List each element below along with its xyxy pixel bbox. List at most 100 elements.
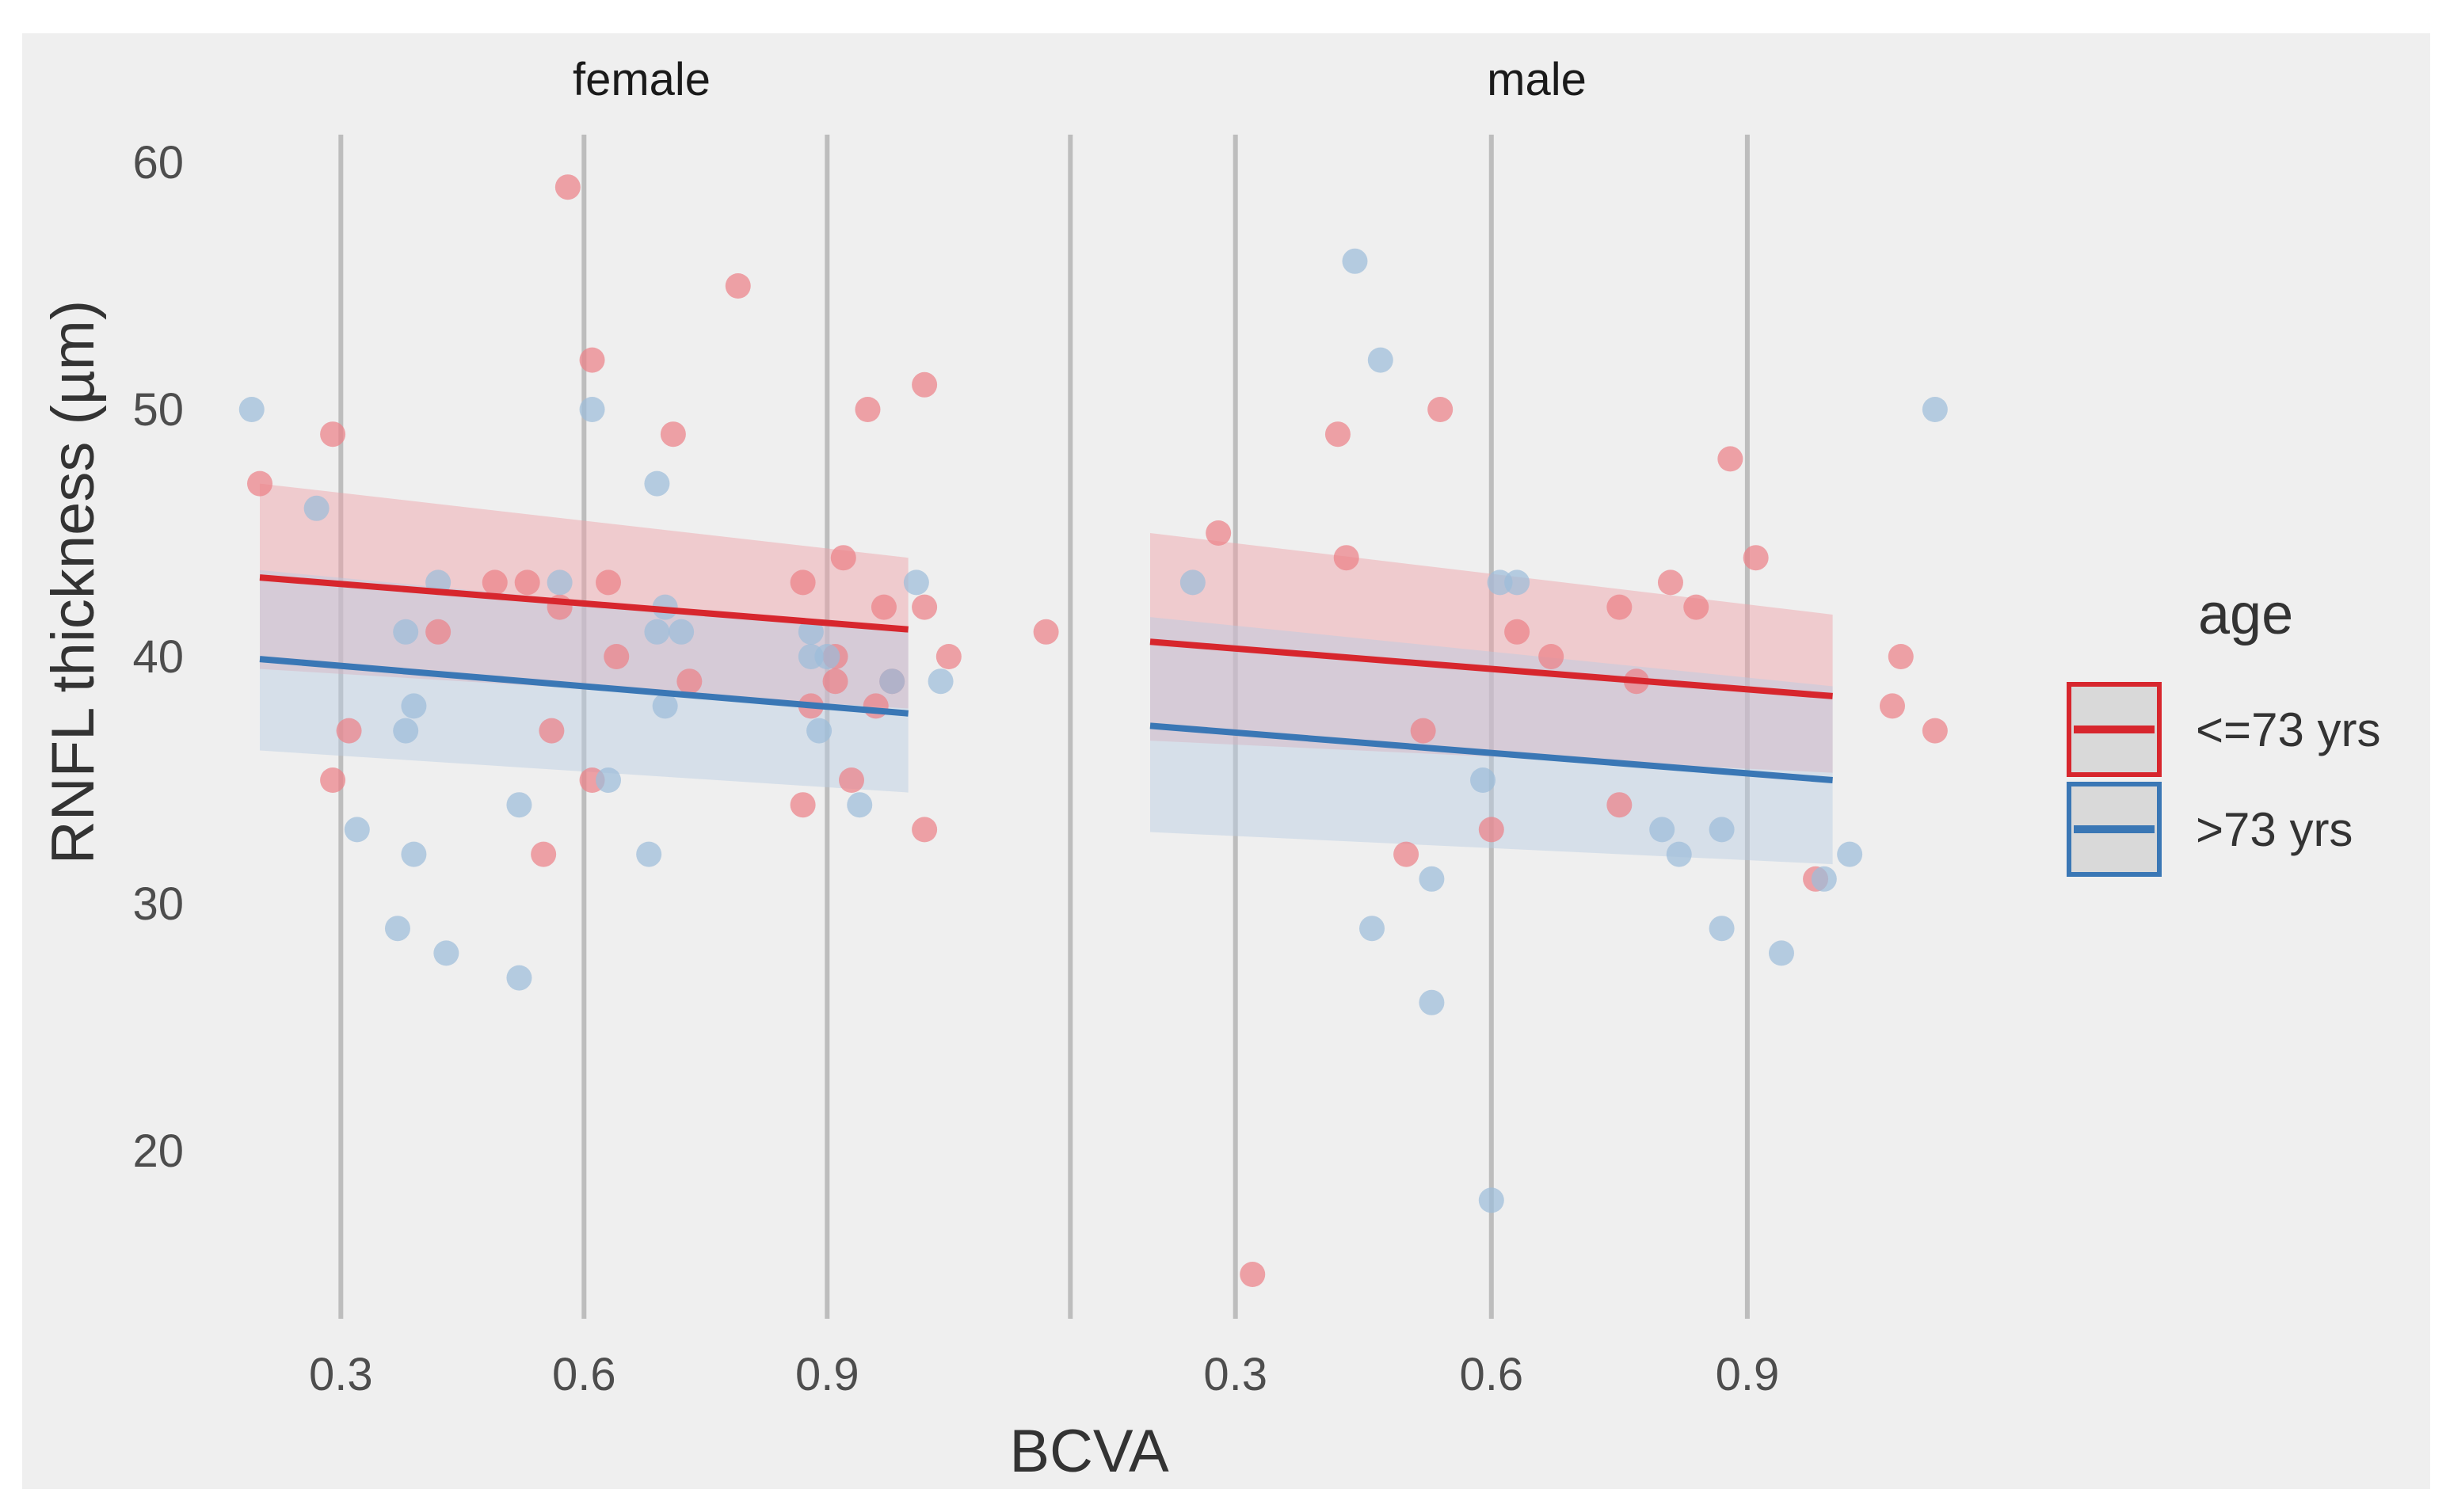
data-point-female-young-2 (320, 767, 346, 793)
data-point-female-young-18 (790, 569, 816, 596)
data-point-female-old-14 (596, 767, 622, 793)
facet-label-male: male (1487, 54, 1587, 105)
y-axis-label: RNFL thickness (µm) (40, 300, 107, 864)
legend: age <=73 yrs >73 yrs (2067, 583, 2380, 877)
chart-background (22, 33, 2430, 1489)
data-point-female-young-1 (320, 421, 346, 448)
data-point-female-old-20 (669, 619, 695, 645)
data-point-female-young-23 (830, 545, 856, 571)
data-point-male-young-2 (1324, 421, 1351, 448)
x-tick-label-male-1: 0.6 (1459, 1349, 1523, 1400)
data-point-female-young-24 (839, 767, 865, 793)
data-point-female-young-8 (539, 718, 565, 744)
data-point-female-old-0 (238, 397, 265, 422)
data-point-female-old-6 (401, 693, 427, 719)
data-point-female-old-5 (393, 718, 419, 744)
y-tick-label-3: 50 (132, 384, 184, 436)
data-point-female-old-22 (798, 619, 824, 645)
x-tick-label-female-2: 0.9 (795, 1349, 859, 1400)
data-point-male-old-13 (1709, 916, 1735, 942)
data-point-female-old-12 (547, 569, 573, 596)
data-point-male-old-16 (1837, 841, 1863, 867)
data-point-female-young-6 (514, 569, 540, 596)
data-point-male-young-15 (1717, 446, 1743, 472)
data-point-female-young-32 (935, 644, 962, 669)
data-point-female-old-9 (433, 940, 459, 966)
data-point-female-young-5 (482, 569, 508, 596)
data-point-female-young-14 (604, 644, 630, 669)
data-point-female-young-0 (247, 470, 272, 497)
data-point-female-young-26 (863, 693, 889, 719)
data-point-female-young-17 (725, 273, 751, 299)
data-point-male-young-6 (1427, 397, 1454, 422)
x-tick-label-male-0: 0.3 (1203, 1349, 1267, 1400)
data-point-male-young-1 (1240, 1262, 1266, 1287)
data-point-female-old-19 (652, 693, 678, 719)
data-point-male-old-2 (1359, 916, 1385, 942)
fit-lines (259, 574, 1833, 783)
legend-title: age (2198, 583, 2293, 646)
data-point-female-old-28 (928, 668, 954, 695)
data-point-male-young-13 (1657, 569, 1683, 596)
fit-line-male-young (1149, 638, 1833, 699)
data-point-male-old-12 (1709, 817, 1735, 843)
data-point-male-young-10 (1606, 594, 1633, 620)
fit-line-male-old (1149, 722, 1833, 783)
data-point-female-young-15 (660, 421, 686, 448)
data-point-male-young-19 (1879, 693, 1905, 719)
data-point-male-young-8 (1504, 619, 1530, 645)
data-point-male-old-11 (1666, 841, 1692, 867)
x-tick-label-female-1: 0.6 (552, 1349, 616, 1400)
data-point-female-young-13 (596, 569, 622, 596)
data-point-male-old-7 (1478, 1187, 1504, 1213)
y-tick-label-0: 20 (132, 1125, 184, 1177)
data-point-male-young-3 (1333, 545, 1359, 571)
data-point-female-old-25 (847, 792, 873, 818)
data-point-female-old-11 (506, 792, 532, 818)
data-point-female-old-4 (393, 619, 419, 645)
data-point-female-young-4 (425, 619, 452, 645)
data-point-male-young-0 (1206, 520, 1232, 546)
data-point-male-old-0 (1179, 569, 1206, 596)
data-point-female-young-27 (871, 594, 897, 620)
x-tick-label-female-0: 0.3 (309, 1349, 373, 1400)
data-point-female-old-24 (814, 644, 840, 669)
x-tick-label-male-2: 0.9 (1716, 1349, 1780, 1400)
labels-layer: female male BCVA RNFL thickness (µm) (40, 54, 1587, 1485)
fit-line-female-young (259, 574, 909, 633)
data-point-male-old-17 (1922, 397, 1948, 422)
y-tick-label-2: 40 (132, 631, 184, 683)
data-point-male-young-9 (1538, 644, 1564, 669)
data-point-male-old-14 (1768, 940, 1794, 966)
data-point-male-young-5 (1410, 718, 1436, 744)
data-point-male-old-9 (1504, 569, 1530, 596)
data-point-female-young-12 (579, 347, 605, 373)
data-point-male-old-4 (1419, 866, 1445, 892)
data-point-female-young-31 (912, 817, 938, 843)
legend-label-old: >73 yrs (2196, 803, 2353, 856)
data-point-female-young-29 (912, 371, 938, 398)
data-point-male-old-10 (1649, 817, 1675, 843)
data-point-female-young-25 (855, 397, 881, 422)
y-tick-label-4: 60 (132, 137, 184, 189)
ticks-layer: 0.3 0.6 0.9 0.3 0.6 0.9 20 30 40 50 60 (132, 137, 1779, 1400)
data-point-female-old-10 (506, 965, 532, 991)
data-point-male-young-16 (1743, 545, 1769, 571)
ci-band-male-young (1150, 533, 1833, 773)
data-point-female-old-2 (344, 817, 370, 843)
data-point-female-old-23 (806, 718, 833, 744)
data-point-male-old-15 (1811, 866, 1837, 892)
data-point-female-old-26 (879, 668, 905, 695)
data-point-male-old-3 (1367, 347, 1393, 373)
x-axis-label: BCVA (1009, 1418, 1169, 1485)
data-point-female-young-16 (676, 668, 703, 695)
data-point-male-old-1 (1342, 248, 1368, 274)
data-point-female-old-7 (401, 841, 427, 867)
data-point-female-young-21 (822, 668, 848, 695)
data-point-female-old-16 (644, 470, 670, 497)
data-point-female-young-10 (554, 174, 581, 200)
data-point-male-young-4 (1393, 841, 1419, 867)
data-point-female-old-17 (644, 619, 670, 645)
